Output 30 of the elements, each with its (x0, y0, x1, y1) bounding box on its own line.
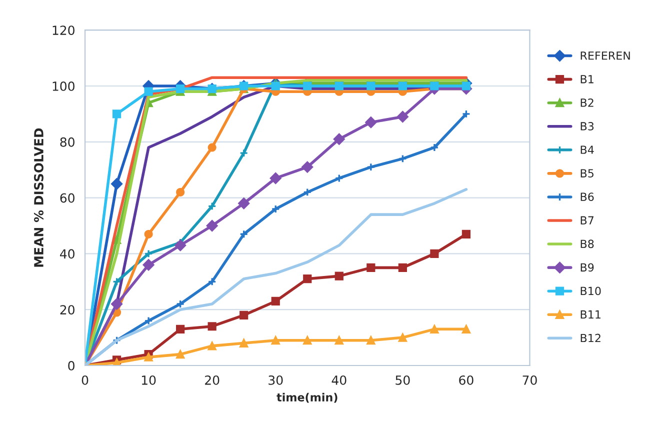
legend-label: B10 (580, 286, 601, 296)
x-tick-label: 0 (82, 375, 88, 385)
legend-label: B2 (580, 98, 594, 107)
y-tick-label: 120 (52, 26, 74, 36)
y-tick-label: 80 (60, 137, 74, 147)
x-tick-label: 70 (522, 375, 537, 385)
x-tick-label: 60 (459, 375, 474, 385)
x-tick-label: 50 (396, 375, 410, 385)
legend-label: B1 (580, 75, 594, 84)
legend-label: B9 (580, 263, 594, 272)
legend-label: B7 (580, 216, 594, 224)
legend-label: REFEREN (580, 52, 630, 60)
x-tick-label: 20 (205, 375, 220, 385)
y-tick-label: 100 (52, 81, 74, 91)
legend-label: B11 (580, 310, 600, 319)
x-tick-label: 10 (142, 375, 156, 385)
y-tick-label: 60 (60, 193, 74, 203)
legend-label: B4 (580, 146, 594, 154)
x-tick-label: 30 (268, 375, 283, 385)
legend-label: B6 (580, 192, 594, 202)
legend-label: B8 (580, 240, 594, 248)
legend-label: B3 (580, 122, 594, 130)
legend-label: B5 (580, 169, 594, 178)
legend-label: B12 (580, 334, 600, 342)
y-tick-label: 0 (68, 360, 74, 370)
y-tick-label: 40 (60, 249, 74, 259)
x-tick-label: 40 (332, 375, 346, 385)
y-tick-label: 20 (60, 305, 74, 315)
x-axis-title: time(min) (276, 392, 338, 403)
y-axis-title: MEAN % DISSOLVED (34, 128, 44, 267)
